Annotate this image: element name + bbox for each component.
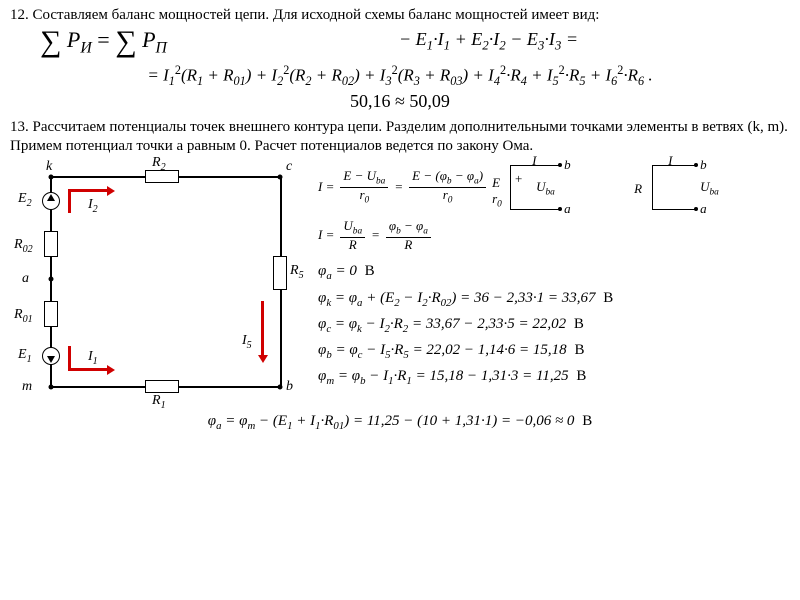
resistor-r1 [145, 380, 179, 393]
mini-circuit-2: b a I R Uba [638, 157, 738, 217]
node-m-label: m [22, 379, 32, 395]
i1-label: I1 [88, 349, 98, 367]
phi-m: φm = φb − I1·R1 = 15,18 − 1,31·3 = 11,25… [318, 364, 790, 390]
eq-line1: − E1·I1 + E2·I2 − E3·I3 = [187, 29, 790, 54]
phi-b: φb = φc − I5·R5 = 22,02 − 1,14·6 = 15,18… [318, 338, 790, 364]
eq-line3: 50,16 ≈ 50,09 [10, 91, 790, 112]
mini-circuit-1: b a E r0 + I Uba [492, 157, 632, 217]
resistor-r01 [44, 301, 58, 327]
resistor-r02 [44, 231, 58, 257]
r02-label: R02 [14, 237, 33, 255]
phi-k: φk = φa + (E2 − I2·R02) = 36 − 2,33·1 = … [318, 286, 790, 312]
i5-label: I5 [242, 333, 252, 351]
node-b-label: b [286, 379, 293, 395]
i2-label: I2 [88, 197, 98, 215]
phi-a-check: φa = φm − (E1 + I1·R01) = 11,25 − (10 + … [10, 413, 790, 432]
node-a-label: a [22, 271, 29, 287]
phi-a: φa = 0 В [318, 259, 790, 285]
ohm-formula-block: I = E − Ubar0 = E − (φb − φa)r0 b a E r0 [318, 157, 748, 251]
circuit-diagram: k c a m b E2 R02 R01 E1 R2 R5 R1 I2 I1 I… [10, 161, 310, 411]
r5-label: R5 [290, 263, 304, 281]
resistor-r5 [273, 256, 287, 290]
source-e1 [42, 347, 60, 365]
potential-calculations: φa = 0 В φk = φa + (E2 − I2·R02) = 36 − … [318, 251, 790, 390]
r01-label: R01 [14, 307, 33, 325]
current-i5-arrow [261, 301, 264, 356]
r1-label: R1 [152, 393, 166, 411]
node-c-label: c [286, 159, 292, 175]
current-i1-arrow [68, 368, 108, 371]
section-12-text: 12. Составляем баланс мощностей цепи. Дл… [10, 6, 790, 25]
node-k-label: k [46, 159, 52, 175]
r2-label: R2 [152, 155, 166, 173]
power-balance-equation: ∑ PИ = ∑ PП − E1·I1 + E2·I2 − E3·I3 = [40, 27, 790, 61]
current-i2-arrow [68, 189, 108, 192]
e1-label: E1 [18, 347, 32, 365]
eq-line2: = I12(R1 + R01) + I22(R2 + R02) + I32(R3… [10, 63, 790, 89]
e2-label: E2 [18, 191, 32, 209]
phi-c: φc = φk − I2·R2 = 33,67 − 2,33·5 = 22,02… [318, 312, 790, 338]
section-13-text: 13. Рассчитаем потенциалы точек внешнего… [10, 118, 790, 156]
source-e2 [42, 192, 60, 210]
